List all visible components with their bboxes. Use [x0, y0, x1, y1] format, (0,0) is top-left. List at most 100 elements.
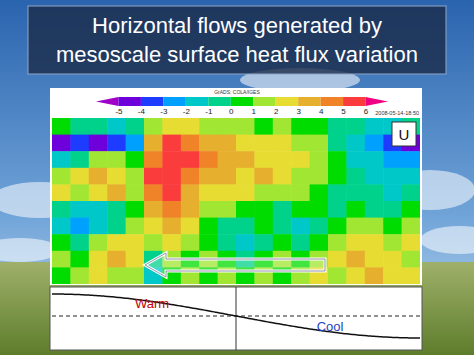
heatmap-cell	[162, 151, 181, 168]
heatmap-cell	[273, 234, 292, 251]
heatmap-cell	[383, 267, 402, 284]
colorbar-tick: 6	[364, 106, 369, 116]
colorbar-tick: -4	[138, 106, 146, 116]
colorbar-tick-label: -4	[138, 107, 146, 116]
heatmap-cell	[70, 218, 89, 235]
heatmap-cell	[70, 184, 89, 201]
heatmap-cell	[199, 201, 218, 218]
heatmap-cell	[365, 234, 384, 251]
heatmap-cell	[107, 118, 126, 135]
heatmap-cell	[310, 184, 329, 201]
heatmap-cell	[383, 218, 402, 235]
heatmap-cell	[236, 168, 255, 185]
heatmap-cell	[402, 168, 420, 185]
colorbar-tick-label: 3	[296, 107, 301, 116]
heatmap-cell	[291, 201, 310, 218]
heatmap-cell	[218, 218, 237, 235]
heatmap-cell	[328, 184, 347, 201]
heatmap-cell	[383, 151, 402, 168]
heatmap-cell	[236, 184, 255, 201]
heatmap-cell	[144, 184, 163, 201]
colorbar-tick: 3	[296, 106, 301, 116]
heatmap-cell	[107, 168, 126, 185]
heatmap-cell	[328, 168, 347, 185]
warm-label: Warm	[135, 296, 169, 311]
heatmap-cell	[199, 151, 218, 168]
heatmap-cell	[89, 168, 108, 185]
heatmap-cell	[291, 184, 310, 201]
heatmap-cell	[89, 201, 108, 218]
colorbar	[96, 97, 388, 106]
heatmap-cell	[52, 168, 71, 185]
heatmap-cell	[291, 118, 310, 135]
heatmap-cell	[199, 168, 218, 185]
heatmap-cell	[254, 168, 273, 185]
heatmap-cell	[181, 135, 200, 152]
heatmap-cell	[236, 135, 255, 152]
cloud	[0, 182, 90, 218]
heatmap-cell	[273, 218, 292, 235]
heatmap-cell	[199, 218, 218, 235]
colorbar-bin	[276, 97, 298, 106]
heatmap-cell	[162, 201, 181, 218]
heatmap-cell	[365, 251, 384, 268]
heatmap-cell	[162, 184, 181, 201]
heatmap-cell	[346, 267, 365, 284]
heatmap-cell	[254, 151, 273, 168]
colorbar-tick-label: 1	[252, 107, 257, 116]
colorbar-bin	[366, 97, 388, 106]
heatmap-cell	[310, 135, 329, 152]
heatmap-cell	[346, 234, 365, 251]
colorbar-tick: 2	[274, 106, 279, 116]
heatmap-cell	[273, 135, 292, 152]
heatmap-cell	[328, 118, 347, 135]
sky	[0, 0, 474, 355]
heatmap-cell	[126, 267, 145, 284]
heatmap-cell	[310, 168, 329, 185]
heatmap-cell	[199, 234, 218, 251]
heatmap-cell	[218, 234, 237, 251]
heatmap-cell	[365, 168, 384, 185]
heatmap-cell	[236, 234, 255, 251]
heatmap	[52, 118, 420, 284]
heatmap-cell	[181, 218, 200, 235]
heatmap-cell	[273, 201, 292, 218]
colorbar-tick: 1	[252, 106, 257, 116]
heatmap-cell	[52, 234, 71, 251]
heatmap-cell	[346, 218, 365, 235]
heatmap-cell	[402, 184, 420, 201]
heatmap-cell	[254, 234, 273, 251]
heatmap-cell	[70, 234, 89, 251]
heatmap-cell	[52, 151, 71, 168]
heatmap-cell	[218, 135, 237, 152]
heatmap-cell	[218, 184, 237, 201]
heatmap-cell	[346, 118, 365, 135]
heatmap-cell	[70, 267, 89, 284]
colorbar-bin	[96, 97, 118, 106]
colorbar-bin	[118, 97, 140, 106]
heatmap-cell	[70, 251, 89, 268]
heatmap-cell	[107, 135, 126, 152]
heatmap-cell	[218, 118, 237, 135]
heatmap-cell	[291, 135, 310, 152]
colorbar-tick: 4	[319, 106, 324, 116]
heatmap-cell	[346, 168, 365, 185]
divider	[236, 287, 237, 350]
panel-label: U	[399, 126, 410, 143]
colorbar-tick: -5	[115, 106, 123, 116]
heatmap-cell	[291, 218, 310, 235]
colorbar-tick: -2	[183, 106, 191, 116]
colorbar-bin	[298, 97, 320, 106]
heatmap-cell	[107, 267, 126, 284]
heatmap-cell	[328, 151, 347, 168]
heatmap-cell	[52, 118, 71, 135]
heatmap-cell	[218, 151, 237, 168]
colorbar-bin	[163, 97, 185, 106]
heatmap-cell	[402, 201, 420, 218]
heatmap-cell	[107, 234, 126, 251]
heatmap-cell	[328, 251, 347, 268]
heatmap-cell	[310, 218, 329, 235]
heatmap-cell	[70, 201, 89, 218]
heatmap-cell	[310, 201, 329, 218]
heatmap-cell	[126, 184, 145, 201]
